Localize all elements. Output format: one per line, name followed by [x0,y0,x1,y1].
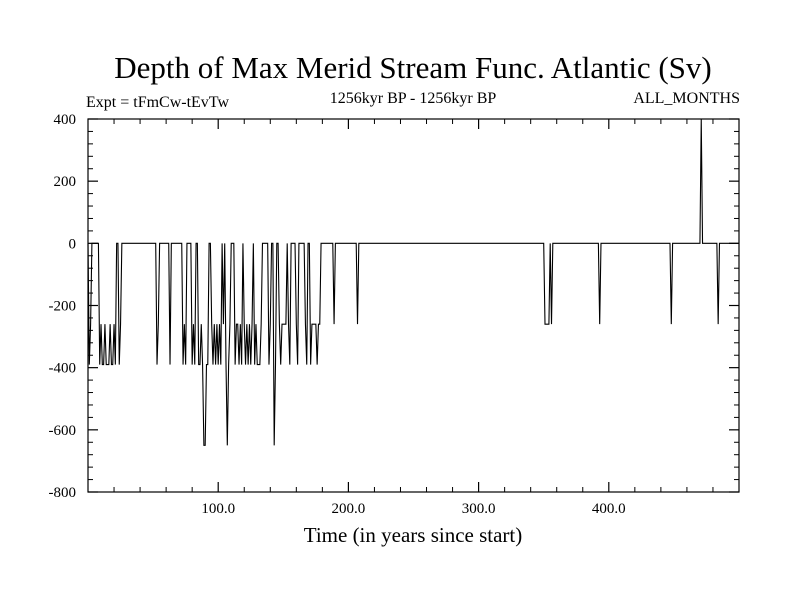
x-tick-label: 200.0 [332,501,366,517]
minor-ticks [88,119,739,492]
y-tick-label: -800 [49,485,77,501]
y-tick-label: 0 [69,236,77,252]
x-tick-label: 400.0 [592,501,626,517]
y-tick-label: 200 [54,174,77,190]
y-tick-label: -400 [49,361,77,377]
x-axis-label: Time (in years since start) [304,523,523,547]
x-tick-label: 300.0 [462,501,496,517]
chart-subtitle-experiment: Expt = tFmCw-tEvTw [86,94,229,111]
chart-subtitle-period: 1256kyr BP - 1256kyr BP [330,90,497,107]
x-tick-label: 100.0 [201,501,235,517]
y-axis: -800 -600 -400 -200 0 200 400 [49,112,739,501]
chart-subtitle-months: ALL_MONTHS [633,90,740,107]
y-tick-label: 400 [54,112,77,128]
y-tick-label: -200 [49,299,77,315]
plot-frame [87,118,740,493]
chart-title: Depth of Max Merid Stream Func. Atlantic… [114,50,712,85]
x-axis: 100.0 200.0 300.0 400.0 [201,119,626,517]
series-line-0 [87,118,739,446]
y-tick-label: -600 [49,423,77,439]
series-layer [87,118,739,446]
